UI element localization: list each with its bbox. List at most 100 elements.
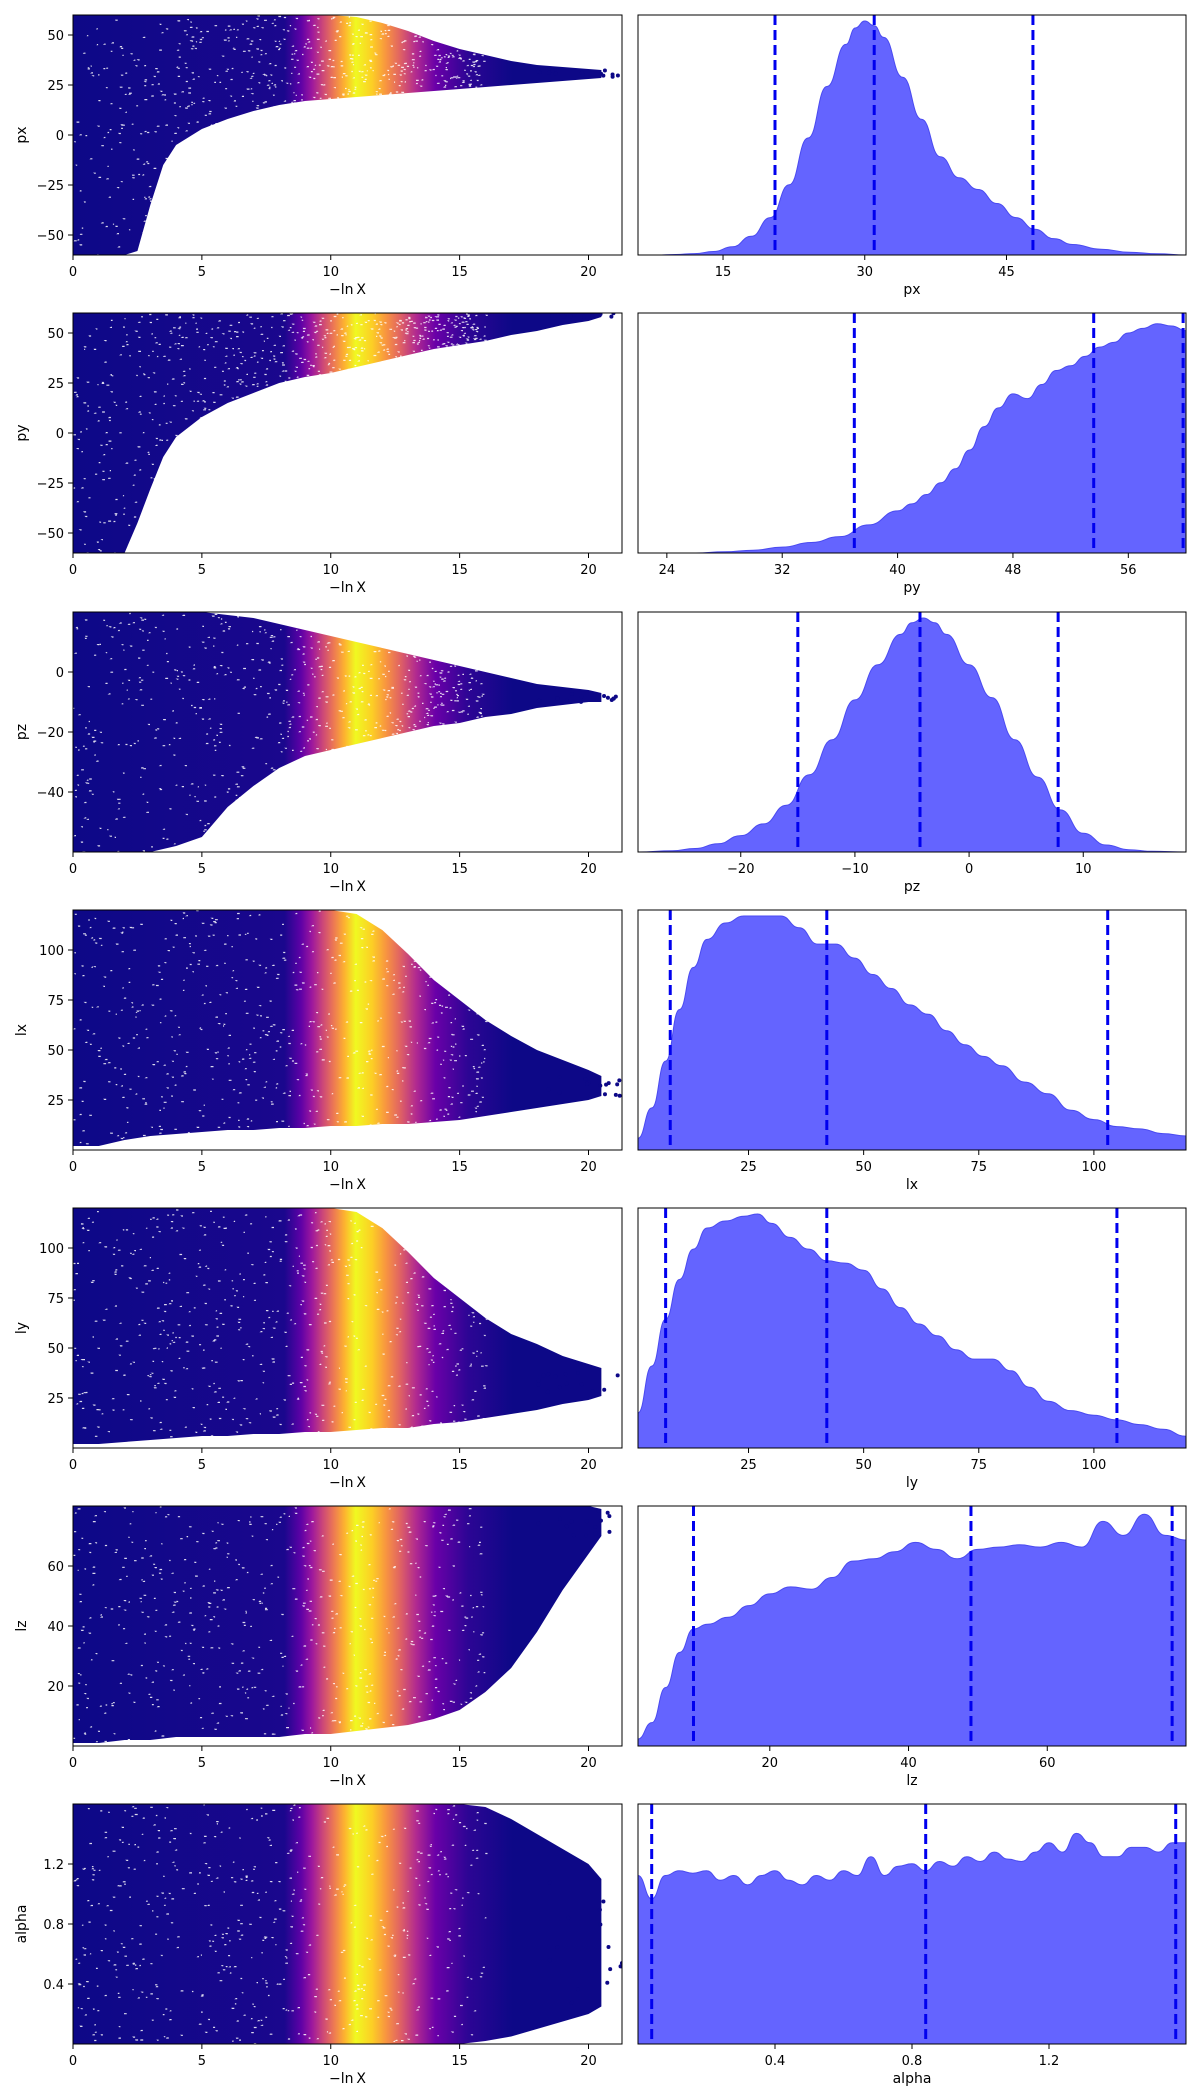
py-scatter-ytick-label: 0 xyxy=(56,427,64,442)
lx-density-frame xyxy=(637,909,1187,1151)
pz-density-xtick-label: −10 xyxy=(841,862,868,877)
px-density-line xyxy=(638,20,1186,255)
px-scatter-xtick-label: 15 xyxy=(451,265,468,280)
lz-scatter-xtick-label: 10 xyxy=(322,1756,339,1771)
lz-density-xlabel: lz xyxy=(906,1773,917,1789)
py-density-xtick-label: 32 xyxy=(774,563,791,578)
alpha-scatter-xtick-label: 20 xyxy=(580,2054,597,2069)
px-scatter-xtick-label: 5 xyxy=(198,265,206,280)
ly-density-xlabel: ly xyxy=(906,1475,918,1491)
ly-density-line xyxy=(638,1213,1186,1437)
lx-density-xlabel: lx xyxy=(906,1177,918,1193)
scatter-panel-ly: 0 5 10 15 20 25 50 75 100 −ln X ly xyxy=(14,1207,623,1491)
scatter-panel-py: 0 5 10 15 20 −50 −25 0 25 50 −ln X py xyxy=(14,312,623,596)
lz-scatter-xtick-label: 20 xyxy=(580,1756,597,1771)
py-scatter-xtick-label: 15 xyxy=(451,563,468,578)
alpha-density-xlabel: alpha xyxy=(893,2071,932,2087)
py-scatter-cloud xyxy=(73,313,602,553)
alpha-scatter-ytick-label: 0.4 xyxy=(43,1978,64,1993)
ly-scatter-ytick-label: 50 xyxy=(47,1342,64,1357)
py-scatter-ytick-label: −50 xyxy=(37,527,64,542)
py-scatter-xtick-label: 0 xyxy=(69,563,77,578)
lz-scatter-ytick-label: 60 xyxy=(47,1560,64,1575)
px-scatter-xtick-label: 0 xyxy=(69,265,77,280)
ly-scatter-xtick-label: 10 xyxy=(322,1458,339,1473)
lx-scatter-xtick-label: 0 xyxy=(69,1160,77,1175)
lz-scatter-cloud xyxy=(73,1506,602,1743)
ly-density-frame xyxy=(637,1207,1187,1449)
lz-scatter-ytick-label: 40 xyxy=(47,1620,64,1635)
alpha-density-xtick-label: 0.8 xyxy=(902,2054,923,2069)
pz-scatter-cloud xyxy=(73,612,602,852)
lx-scatter-ytick-label: 75 xyxy=(47,994,64,1009)
py-scatter-ytick-label: −25 xyxy=(37,477,64,492)
alpha-scatter-tail xyxy=(547,1880,622,2005)
pz-density-line xyxy=(638,617,1186,852)
alpha-density-line xyxy=(638,1832,1186,1900)
px-density-frame xyxy=(637,14,1187,256)
lz-scatter-xlabel: −ln X xyxy=(329,1773,366,1789)
ly-scatter-cloud xyxy=(73,1208,602,1444)
px-density-area xyxy=(638,21,1186,255)
lx-scatter-ytick-label: 50 xyxy=(47,1044,64,1059)
pz-scatter-ytick-label: −40 xyxy=(37,786,64,801)
ly-scatter-ylabel: ly xyxy=(14,1322,30,1334)
kde-panel-lz: 20 40 60 lz xyxy=(637,1505,1187,1789)
lz-density-line xyxy=(638,1513,1186,1740)
alpha-scatter-xlabel: −ln X xyxy=(329,2071,366,2087)
alpha-scatter-ytick-label: 1.2 xyxy=(43,1858,64,1873)
py-scatter-tail xyxy=(550,313,616,319)
py-density-line xyxy=(638,323,1186,553)
px-scatter-ytick-label: −25 xyxy=(37,179,64,194)
lx-scatter-cloud xyxy=(73,910,602,1146)
alpha-scatter-xtick-label: 15 xyxy=(451,2054,468,2069)
px-density-xtick-label: 45 xyxy=(998,265,1015,280)
lx-density-line xyxy=(638,915,1186,1139)
pz-scatter-ytick-label: 0 xyxy=(56,666,64,681)
px-scatter-xlabel: −ln X xyxy=(329,282,366,298)
alpha-density-area xyxy=(638,1833,1186,2044)
lz-scatter-xtick-label: 5 xyxy=(198,1756,206,1771)
lz-density-xtick-label: 40 xyxy=(900,1756,917,1771)
ly-density-xtick-label: 25 xyxy=(740,1458,757,1473)
pz-density-xtick-label: 10 xyxy=(1075,862,1092,877)
lx-density-xtick-label: 50 xyxy=(855,1160,872,1175)
py-density-xtick-label: 24 xyxy=(659,563,676,578)
lz-density-area xyxy=(638,1514,1186,1746)
pz-scatter-ytick-label: −20 xyxy=(37,726,64,741)
lx-density-xtick-label: 25 xyxy=(740,1160,757,1175)
lx-scatter-xtick-label: 20 xyxy=(580,1160,597,1175)
px-scatter-ytick-label: 50 xyxy=(47,29,64,44)
lx-scatter-tail xyxy=(546,1074,622,1098)
pz-density-frame xyxy=(637,611,1187,853)
ly-scatter-ytick-label: 75 xyxy=(47,1292,64,1307)
pz-scatter-tail xyxy=(536,692,618,704)
kde-panel-px: 15 30 45 px xyxy=(637,14,1187,298)
py-density-frame xyxy=(637,312,1187,554)
pz-scatter-xlabel: −ln X xyxy=(329,879,366,895)
lx-density-xtick-label: 100 xyxy=(1081,1160,1106,1175)
px-scatter-ylabel: px xyxy=(14,126,30,143)
py-scatter-xtick-label: 10 xyxy=(322,563,339,578)
py-scatter-ylabel: py xyxy=(14,424,30,441)
lx-density-xtick-label: 75 xyxy=(970,1160,987,1175)
ly-scatter-xtick-label: 5 xyxy=(198,1458,206,1473)
py-scatter-ytick-label: 25 xyxy=(47,377,64,392)
ly-density-xtick-label: 50 xyxy=(855,1458,872,1473)
lx-scatter-xtick-label: 5 xyxy=(198,1160,206,1175)
alpha-density-xtick-label: 1.2 xyxy=(1039,2054,1060,2069)
pz-density-area xyxy=(638,618,1186,852)
px-scatter-xtick-label: 20 xyxy=(580,265,597,280)
pz-scatter-xtick-label: 15 xyxy=(451,862,468,877)
kde-panel-py: 24 32 40 48 56 py xyxy=(637,312,1187,596)
ly-scatter-xtick-label: 0 xyxy=(69,1458,77,1473)
lx-density-area xyxy=(638,916,1186,1150)
px-scatter-speckle xyxy=(73,15,486,255)
ly-scatter-ytick-label: 25 xyxy=(47,1392,64,1407)
py-density-xtick-label: 56 xyxy=(1120,563,1137,578)
py-scatter-xtick-label: 20 xyxy=(580,563,597,578)
lz-scatter-ytick-label: 20 xyxy=(47,1680,64,1695)
ly-scatter-ytick-label: 100 xyxy=(39,1242,64,1257)
lz-scatter-ylabel: lz xyxy=(14,1620,30,1631)
